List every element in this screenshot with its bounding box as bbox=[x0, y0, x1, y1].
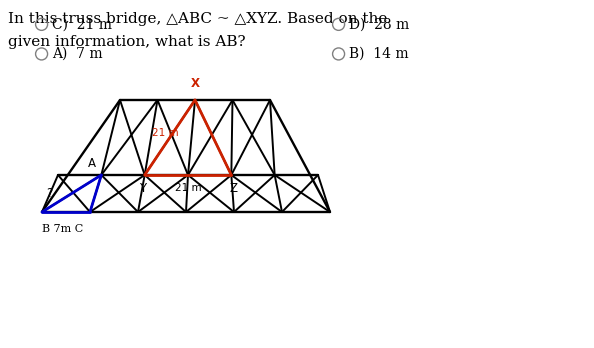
Text: A: A bbox=[89, 157, 96, 170]
Text: B 7m C: B 7m C bbox=[42, 224, 83, 234]
Text: D)  28 m: D) 28 m bbox=[349, 17, 409, 31]
Text: ?: ? bbox=[46, 187, 52, 200]
Text: B)  14 m: B) 14 m bbox=[349, 47, 408, 61]
Text: Y: Y bbox=[139, 182, 146, 195]
Text: A)  7 m: A) 7 m bbox=[52, 47, 102, 61]
Text: X: X bbox=[191, 77, 200, 90]
Text: 21 m: 21 m bbox=[151, 127, 178, 137]
Text: C)  21 m: C) 21 m bbox=[52, 17, 112, 31]
Text: In this truss bridge, △ABC ~ △XYZ. Based on the: In this truss bridge, △ABC ~ △XYZ. Based… bbox=[8, 12, 387, 26]
Text: given information, what is AB?: given information, what is AB? bbox=[8, 35, 246, 49]
Text: Z: Z bbox=[229, 182, 238, 195]
Text: 21 m: 21 m bbox=[175, 183, 201, 193]
